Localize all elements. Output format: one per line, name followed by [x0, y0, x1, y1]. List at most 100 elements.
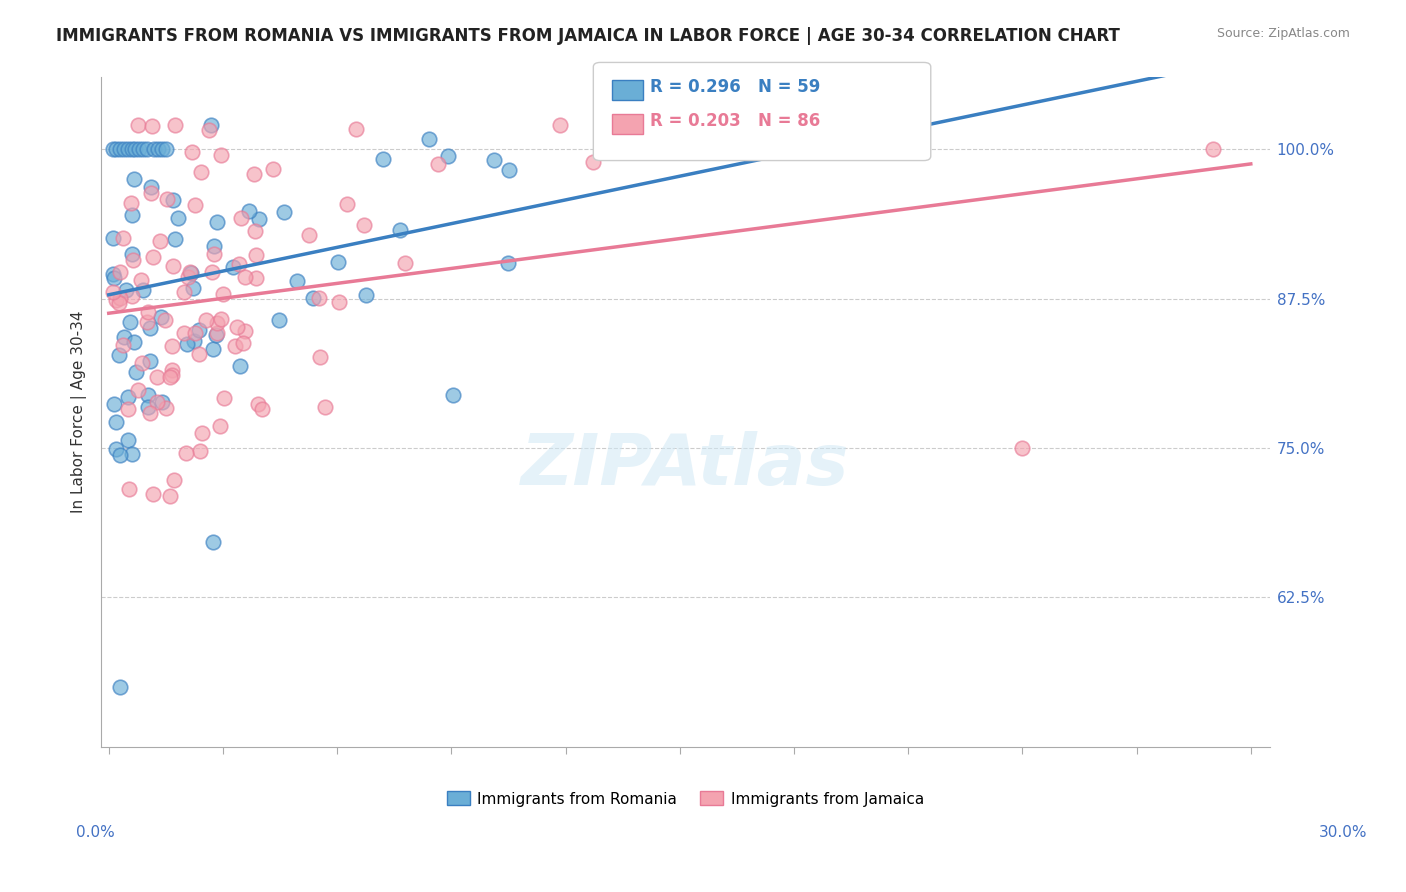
Immigrants from Jamaica — [190, 164, 212, 178]
Immigrants from Jamaica — [233, 324, 256, 338]
Immigrants from Romania — [328, 254, 350, 268]
Immigrants from Romania — [150, 395, 173, 409]
Immigrants from Romania — [122, 172, 145, 186]
Immigrants from Romania — [132, 142, 155, 156]
Immigrants from Jamaica — [226, 320, 249, 334]
Immigrants from Jamaica — [353, 218, 375, 232]
Immigrants from Jamaica — [176, 446, 198, 460]
Immigrants from Jamaica — [245, 270, 267, 285]
Immigrants from Romania — [371, 152, 394, 166]
Immigrants from Romania — [101, 267, 124, 281]
Immigrants from Romania — [176, 336, 198, 351]
Immigrants from Jamaica — [209, 312, 232, 326]
Immigrants from Jamaica — [233, 270, 256, 285]
Immigrants from Romania — [122, 334, 145, 349]
Immigrants from Romania — [204, 328, 226, 343]
Immigrants from Romania — [108, 680, 131, 694]
Immigrants from Jamaica — [190, 425, 212, 440]
Immigrants from Jamaica — [117, 482, 139, 496]
Immigrants from Romania — [108, 347, 131, 361]
Immigrants from Jamaica — [160, 339, 183, 353]
Immigrants from Jamaica — [344, 121, 367, 136]
Immigrants from Romania — [135, 142, 157, 156]
Immigrants from Romania — [120, 315, 142, 329]
Immigrants from Romania — [101, 231, 124, 245]
Immigrants from Romania — [121, 447, 143, 461]
Immigrants from Romania — [141, 179, 163, 194]
Immigrants from Romania — [163, 232, 186, 246]
Immigrants from Jamaica — [145, 394, 167, 409]
Immigrants from Romania — [201, 342, 224, 356]
Immigrants from Jamaica — [745, 142, 768, 156]
Immigrants from Jamaica — [142, 487, 165, 501]
Text: ZIPAtlas: ZIPAtlas — [522, 431, 849, 500]
Immigrants from Jamaica — [187, 347, 209, 361]
Immigrants from Jamaica — [129, 273, 152, 287]
Immigrants from Jamaica — [101, 285, 124, 300]
Immigrants from Romania — [498, 163, 520, 178]
Immigrants from Jamaica — [108, 291, 131, 305]
Immigrants from Jamaica — [142, 250, 165, 264]
Immigrants from Jamaica — [162, 259, 184, 273]
Immigrants from Jamaica — [198, 123, 221, 137]
Immigrants from Jamaica — [104, 293, 127, 308]
Immigrants from Romania — [105, 142, 128, 156]
Immigrants from Jamaica — [155, 401, 177, 416]
Immigrants from Jamaica — [111, 338, 134, 352]
Immigrants from Romania — [121, 247, 143, 261]
Immigrants from Jamaica — [160, 368, 183, 382]
Immigrants from Jamaica — [427, 157, 450, 171]
Immigrants from Romania — [104, 416, 127, 430]
Immigrants from Romania — [124, 142, 146, 156]
Immigrants from Romania — [482, 153, 505, 167]
Immigrants from Romania — [162, 193, 184, 207]
Immigrants from Jamaica — [246, 397, 269, 411]
Immigrants from Romania — [105, 442, 128, 456]
Immigrants from Jamaica — [201, 265, 224, 279]
Immigrants from Jamaica — [184, 198, 207, 212]
Immigrants from Jamaica — [336, 197, 359, 211]
Immigrants from Romania — [112, 330, 135, 344]
Immigrants from Romania — [269, 312, 291, 326]
Immigrants from Romania — [121, 209, 143, 223]
Immigrants from Romania — [181, 280, 204, 294]
Immigrants from Romania — [496, 256, 519, 270]
Text: R = 0.203   N = 86: R = 0.203 N = 86 — [650, 112, 820, 130]
Immigrants from Romania — [148, 142, 170, 156]
Immigrants from Jamaica — [177, 269, 200, 284]
Immigrants from Romania — [229, 359, 252, 373]
Text: 30.0%: 30.0% — [1319, 825, 1367, 839]
Immigrants from Jamaica — [582, 154, 605, 169]
Immigrants from Romania — [115, 283, 138, 297]
Immigrants from Romania — [149, 310, 172, 324]
Immigrants from Romania — [117, 390, 139, 404]
Immigrants from Romania — [180, 266, 202, 280]
Immigrants from Jamaica — [112, 231, 135, 245]
Immigrants from Jamaica — [107, 296, 129, 310]
Immigrants from Jamaica — [224, 339, 246, 353]
Immigrants from Jamaica — [243, 167, 266, 181]
Text: R = 0.296   N = 59: R = 0.296 N = 59 — [650, 78, 820, 96]
Immigrants from Romania — [132, 283, 155, 297]
Immigrants from Jamaica — [243, 224, 266, 238]
Immigrants from Jamaica — [120, 195, 142, 210]
Immigrants from Jamaica — [209, 418, 232, 433]
Immigrants from Jamaica — [141, 119, 163, 133]
Immigrants from Jamaica — [127, 383, 149, 397]
Immigrants from Jamaica — [117, 401, 139, 416]
Immigrants from Romania — [273, 205, 295, 219]
Immigrants from Romania — [441, 388, 464, 402]
Immigrants from Jamaica — [328, 295, 350, 310]
Immigrants from Romania — [101, 142, 124, 156]
Immigrants from Romania — [117, 142, 139, 156]
Immigrants from Jamaica — [314, 400, 336, 414]
Immigrants from Romania — [247, 212, 270, 227]
Immigrants from Jamaica — [209, 148, 232, 162]
Immigrants from Jamaica — [188, 444, 211, 458]
Immigrants from Jamaica — [245, 248, 267, 262]
Immigrants from Jamaica — [110, 265, 132, 279]
Immigrants from Jamaica — [163, 118, 186, 132]
Text: Source: ZipAtlas.com: Source: ZipAtlas.com — [1216, 27, 1350, 40]
Immigrants from Jamaica — [149, 234, 172, 248]
Immigrants from Romania — [301, 291, 323, 305]
